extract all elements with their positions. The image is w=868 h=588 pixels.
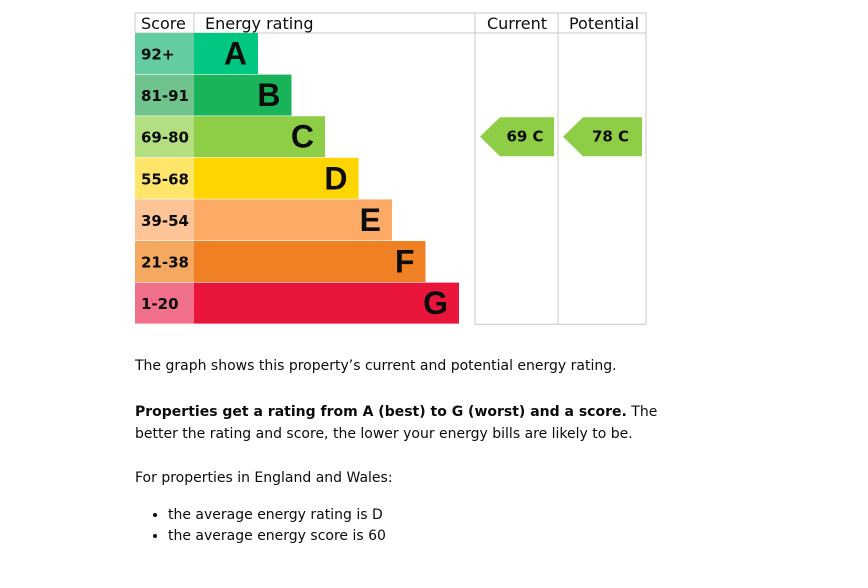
score-range-e: 39-54: [141, 212, 189, 230]
list-item: the average energy score is 60: [168, 526, 386, 547]
header-potential: Potential: [569, 14, 639, 33]
score-range-g: 1-20: [141, 295, 179, 313]
rating-letter-e: E: [360, 202, 381, 238]
score-range-f: 21-38: [141, 254, 189, 272]
rating-letter-b: B: [257, 77, 280, 113]
rating-letter-g: G: [423, 285, 448, 321]
rating-indicators: 69 C 78 C: [480, 117, 642, 157]
rating-bands: 92+ A 81-91 B 69-80 C 55-68 D 39-54 E 21-38 F 1-20 G: [135, 33, 459, 324]
ratings-explanation-rest: The better the rating and score, the low…: [135, 404, 658, 442]
score-cell-b: [135, 74, 194, 116]
current-rating-arrow: [480, 117, 554, 157]
potential-rating-arrow: [563, 117, 642, 157]
rating-bar-g: [194, 282, 459, 324]
rating-bar-d: [194, 157, 359, 199]
list-item: the average energy rating is D: [168, 505, 386, 526]
score-cell-g: [135, 282, 194, 324]
score-cell-e: [135, 199, 194, 241]
rating-letter-f: F: [395, 244, 415, 280]
score-cell-d: [135, 157, 194, 199]
rating-bar-a: [194, 33, 258, 74]
rating-bar-f: [194, 241, 426, 282]
header-energy-rating: Energy rating: [205, 14, 314, 33]
score-range-b: 81-91: [141, 87, 189, 105]
score-cell-f: [135, 241, 194, 282]
ratings-explanation: Properties get a rating from A (best) to…: [135, 401, 695, 445]
score-range-c: 69-80: [141, 129, 189, 147]
score-range-d: 55-68: [141, 170, 189, 188]
intro-text: The graph shows this property’s current …: [135, 358, 617, 374]
rating-letter-d: D: [324, 160, 347, 196]
header-current: Current: [487, 14, 547, 33]
current-rating-label: 69 C: [506, 128, 543, 146]
potential-rating-label: 78 C: [592, 128, 629, 146]
header-score: Score: [141, 14, 186, 33]
rating-bar-c: [194, 116, 325, 158]
score-cell-c: [135, 116, 194, 158]
epc-chart: Score Energy rating Current Potential 92…: [134, 12, 647, 325]
averages-list: the average energy rating is D the avera…: [135, 505, 386, 547]
rating-letter-c: C: [291, 119, 314, 155]
score-range-a: 92+: [141, 46, 174, 64]
rating-letter-a: A: [224, 36, 247, 72]
ratings-explanation-bold: Properties get a rating from A (best) to…: [135, 404, 627, 420]
chart-headers: Score Energy rating Current Potential: [141, 14, 639, 33]
rating-bar-b: [194, 74, 292, 116]
england-wales-text: For properties in England and Wales:: [135, 470, 393, 486]
rating-bar-e: [194, 199, 392, 241]
score-cell-a: [135, 33, 194, 74]
